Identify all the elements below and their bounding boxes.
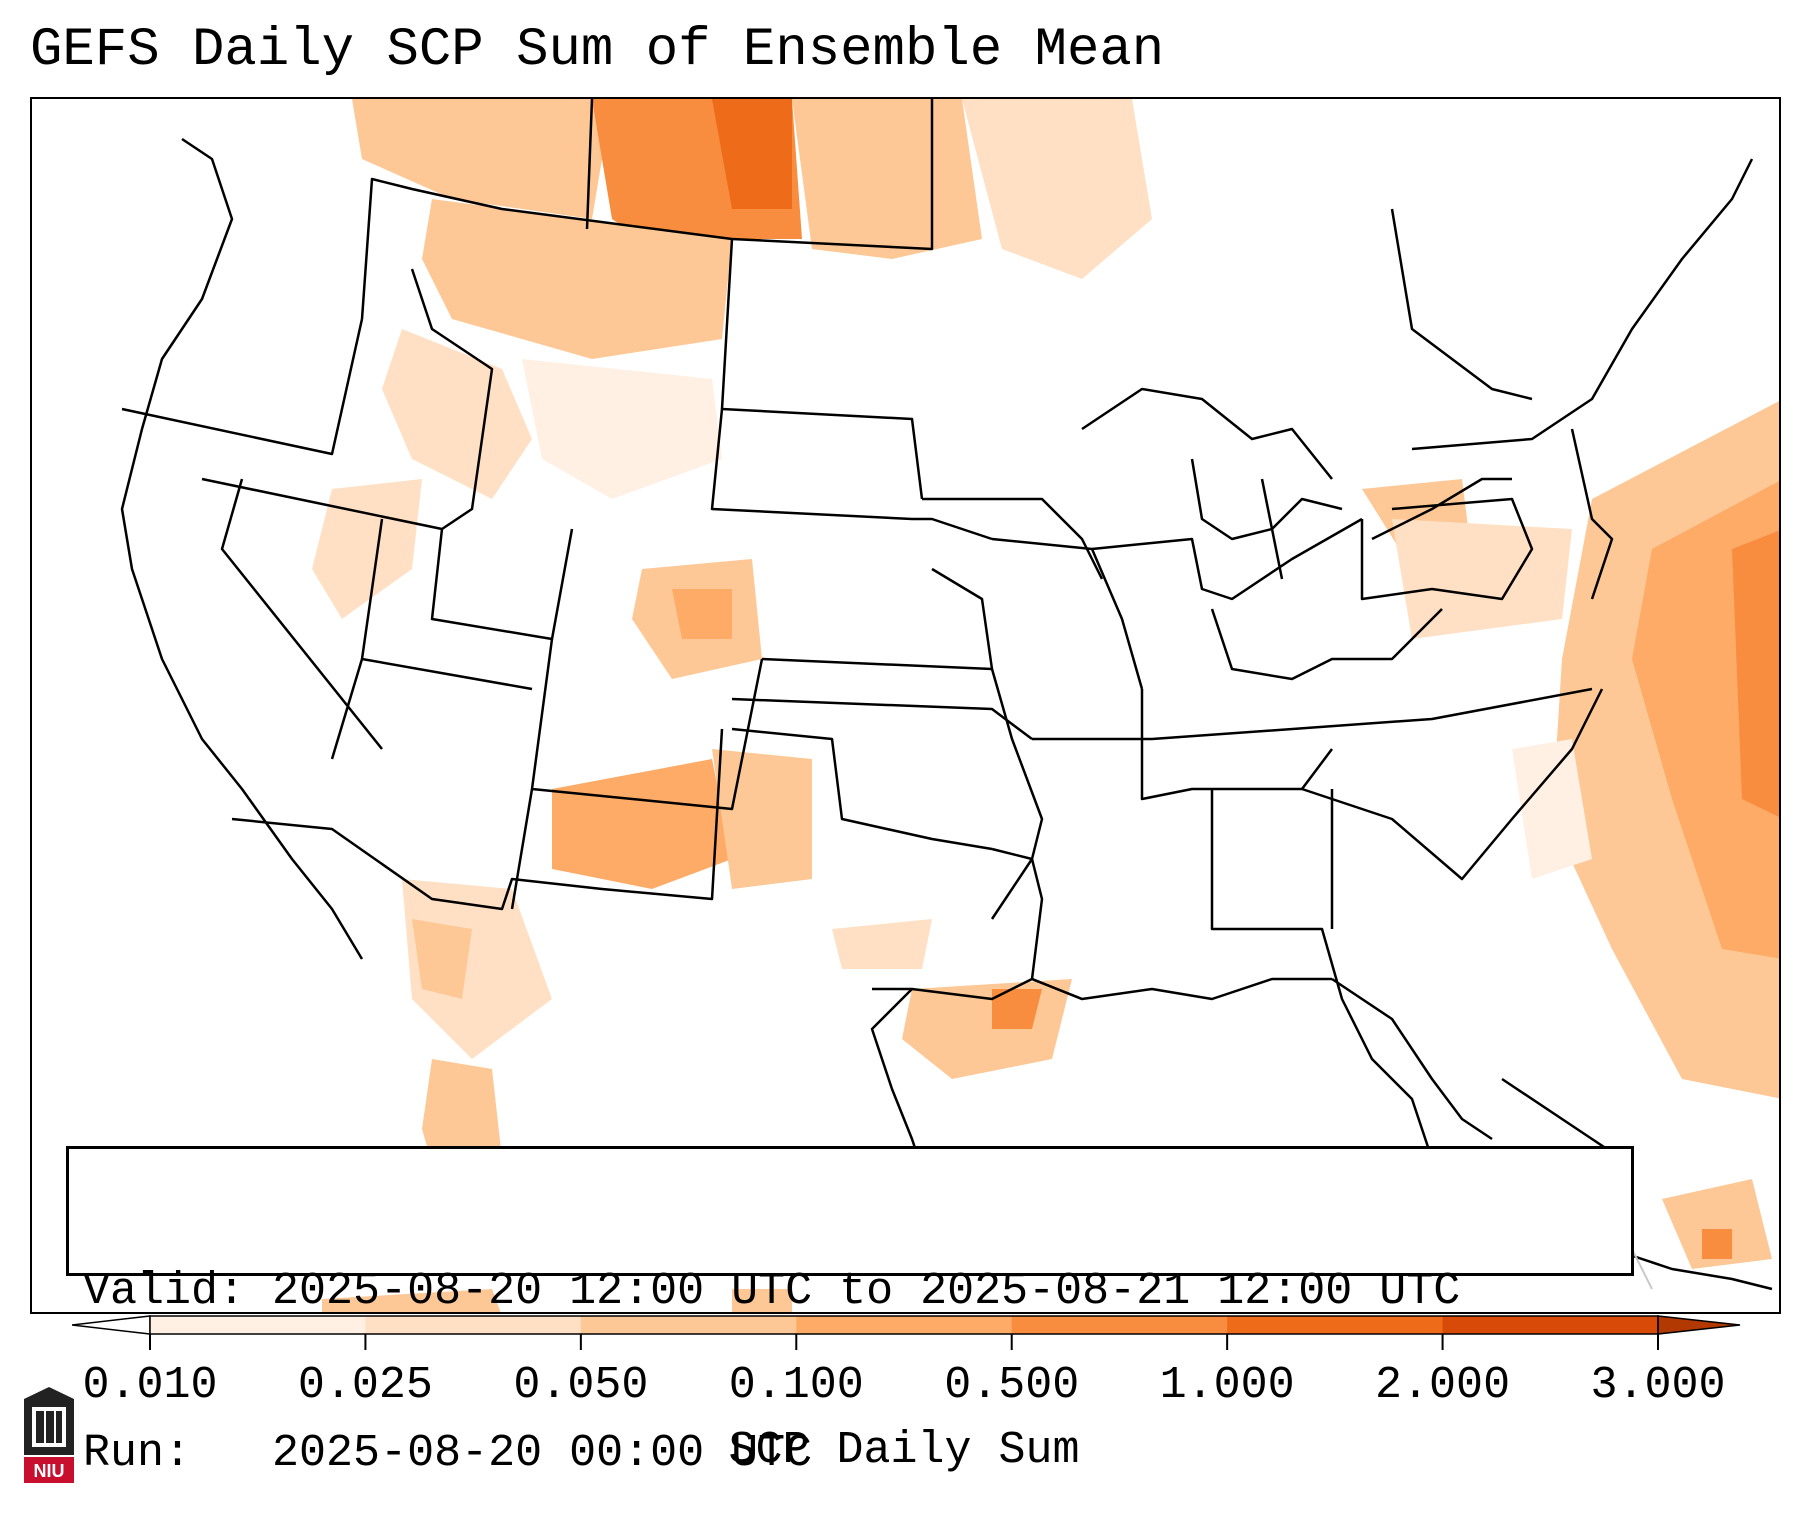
run-label: Run: <box>83 1428 192 1479</box>
run-value: 2025-08-20 00:00 UTC <box>272 1428 813 1479</box>
colorbar-outline <box>149 1315 1659 1335</box>
map-title: GEFS Daily SCP Sum of Ensemble Mean <box>30 20 1165 81</box>
colorbar-tick-label: 0.025 <box>297 1360 433 1411</box>
colorbar-segment <box>150 1316 366 1334</box>
colorbar-title: SCP Daily Sum <box>728 1425 1080 1476</box>
colorbar-segment <box>1011 1316 1228 1334</box>
colorbar-tick-label: 0.050 <box>513 1360 649 1411</box>
colorbar <box>72 1315 1741 1350</box>
colorbar-segment <box>1442 1316 1659 1334</box>
colorbar-tick-label: 2.000 <box>1375 1360 1511 1411</box>
scp-shading <box>312 99 1779 1312</box>
state-boundaries <box>120 99 1773 1291</box>
colorbar-segment <box>796 1316 1013 1334</box>
valid-label: Valid: <box>83 1266 246 1317</box>
colorbar-tick-label: 0.500 <box>944 1360 1080 1411</box>
colorbar-tick-label: 0.010 <box>82 1360 218 1411</box>
colorbar-tick-label: 0.100 <box>728 1360 864 1411</box>
colorbar-tick-label: 1.000 <box>1159 1360 1295 1411</box>
valid-row: Valid: 2025-08-20 12:00 UTC to 2025-08-2… <box>83 1265 1617 1319</box>
conus-map <box>120 99 1779 1312</box>
map-panel <box>30 97 1781 1314</box>
colorbar-segment <box>1227 1316 1444 1334</box>
valid-value: 2025-08-20 12:00 UTC to 2025-08-21 12:00… <box>272 1266 1461 1317</box>
run-row: Run: 2025-08-20 00:00 UTC <box>83 1427 1617 1481</box>
valid-run-info-box: Valid: 2025-08-20 12:00 UTC to 2025-08-2… <box>66 1146 1634 1479</box>
colorbar-extend-low <box>72 1315 151 1335</box>
logo-text: NIU <box>34 1461 65 1481</box>
colorbar-extend-high <box>1657 1315 1741 1335</box>
niu-logo-icon: NIU <box>24 1387 74 1483</box>
colorbar-segment <box>580 1316 797 1334</box>
colorbar-segment <box>365 1316 582 1334</box>
colorbar-tick-label: 3.000 <box>1590 1360 1726 1411</box>
